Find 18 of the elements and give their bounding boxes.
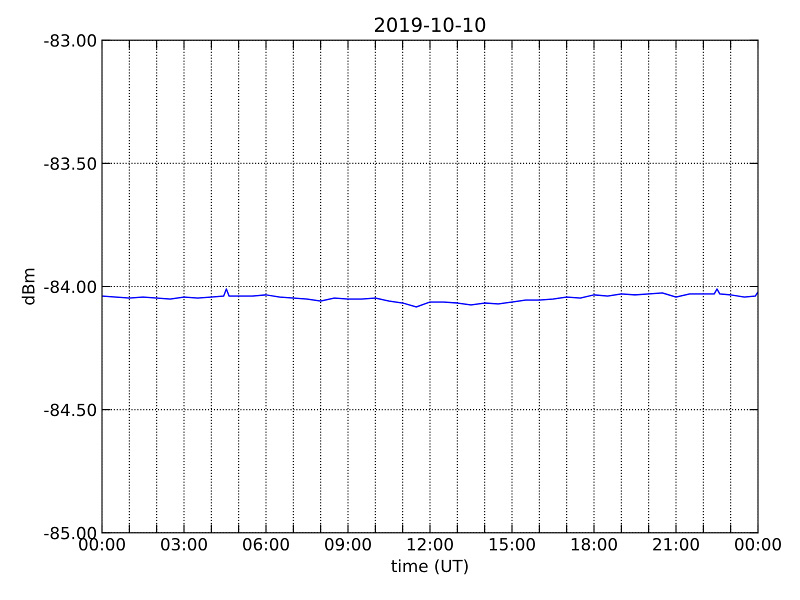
x-axis-title: time (UT) [391,559,468,574]
chart-title: 2019-10-10 [374,17,486,32]
y-tick-label: -85.00 [44,526,96,540]
y-tick-label: -83.50 [44,157,96,170]
x-tick-label: 15:00 [490,538,535,551]
x-tick-label: 06:00 [243,538,289,551]
y-axis-title: dBm [22,268,35,305]
line-series [102,288,758,308]
x-tick-label: 09:00 [325,538,371,551]
x-tick-label: 21:00 [653,538,699,551]
x-tick-label: 03:00 [161,538,207,551]
y-tick-label: -83.00 [44,34,96,47]
x-tick-label: 12:00 [408,538,453,551]
x-tick-label: 00:00 [735,538,781,551]
y-tick-label: -84.50 [44,404,96,416]
x-tick-label: 00:00 [79,538,125,551]
x-tick-label: 18:00 [572,538,617,551]
y-tick-label: -84.00 [44,280,96,294]
